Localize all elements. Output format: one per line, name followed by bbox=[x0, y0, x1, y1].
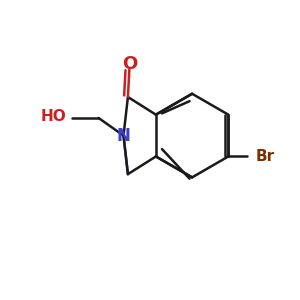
Text: N: N bbox=[117, 127, 130, 145]
Text: HO: HO bbox=[41, 109, 67, 124]
Text: Br: Br bbox=[256, 149, 275, 164]
Text: O: O bbox=[122, 55, 137, 73]
